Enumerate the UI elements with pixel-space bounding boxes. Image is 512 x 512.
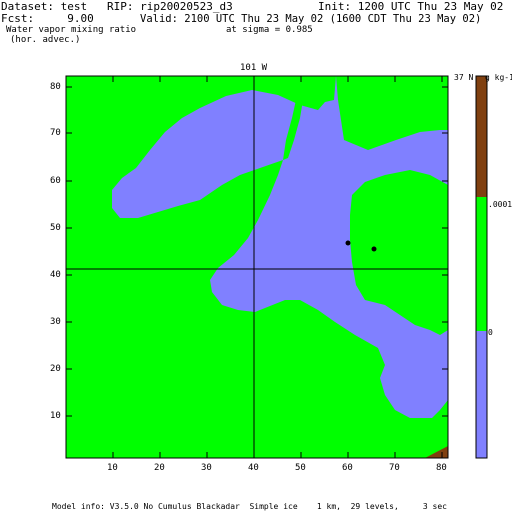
longitude-label: 101 W bbox=[240, 63, 268, 73]
colorbar-label: 0 bbox=[488, 328, 493, 337]
init-line: Init: 1200 UTC Thu 23 May 02 bbox=[318, 0, 504, 13]
y-tick-label: 50 bbox=[50, 223, 61, 233]
x-tick-label: 70 bbox=[389, 463, 400, 473]
latitude-corner-label: 37 N bbox=[454, 73, 474, 82]
model-info: Model info: V3.5.0 No Cumulus Blackadar … bbox=[52, 502, 447, 511]
x-tick-label: 60 bbox=[342, 463, 353, 473]
x-tick-label: 40 bbox=[248, 463, 259, 473]
x-tick-label: 10 bbox=[107, 463, 118, 473]
map-frame bbox=[65, 75, 449, 459]
x-ticks bbox=[112, 76, 443, 458]
y-tick-label: 10 bbox=[50, 411, 61, 421]
colorbar-segment-bottom bbox=[476, 331, 487, 458]
y-ticks bbox=[66, 86, 448, 417]
y-tick-label: 80 bbox=[50, 82, 61, 92]
dataset-line: Dataset: test RIP: rip20020523_d3 bbox=[1, 0, 233, 13]
field-name: Water vapor mixing ratio bbox=[6, 25, 137, 35]
valid-line: Valid: 2100 UTC Thu 23 May 02 (1600 CDT … bbox=[140, 13, 482, 25]
colorbar-label: .0001 bbox=[488, 200, 512, 209]
y-tick-label: 20 bbox=[50, 364, 61, 374]
x-tick-label: 30 bbox=[201, 463, 212, 473]
colorbar-segment-middle bbox=[476, 197, 487, 331]
dry-region bbox=[112, 76, 448, 418]
y-tick-label: 70 bbox=[50, 128, 61, 138]
station-dot bbox=[371, 246, 377, 252]
y-tick-label: 30 bbox=[50, 317, 61, 327]
x-tick-label: 50 bbox=[295, 463, 306, 473]
x-tick-label: 80 bbox=[436, 463, 447, 473]
station-dot bbox=[345, 240, 351, 246]
y-tick-label: 40 bbox=[50, 270, 61, 280]
colorbar-units: g kg-1 bbox=[485, 73, 512, 82]
y-tick-label: 60 bbox=[50, 176, 61, 186]
colorbar-segment-top bbox=[476, 76, 487, 197]
colorbar-frame bbox=[475, 75, 488, 459]
sigma-level: at sigma = 0.985 bbox=[226, 25, 313, 35]
moist-band bbox=[283, 94, 304, 160]
fcst-line: Fcst: 9.00 bbox=[1, 12, 94, 25]
x-tick-label: 20 bbox=[154, 463, 165, 473]
advection-note: (hor. advec.) bbox=[10, 35, 81, 45]
